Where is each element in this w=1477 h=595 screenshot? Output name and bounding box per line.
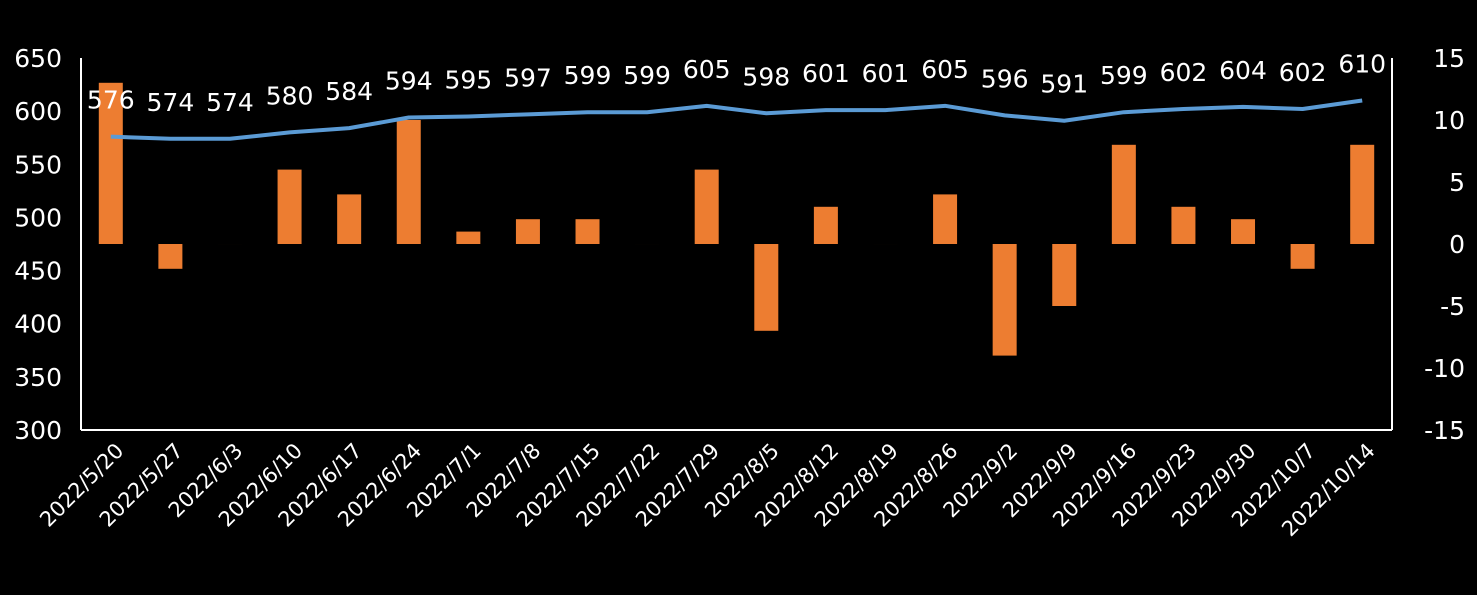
left-tick-label: 350: [14, 363, 62, 392]
data-label: 574: [147, 88, 195, 117]
data-label: 605: [683, 55, 731, 84]
data-label: 594: [385, 67, 433, 96]
data-label: 596: [981, 64, 1029, 93]
right-tick-label: 5: [1449, 168, 1465, 197]
data-label: 574: [206, 88, 254, 117]
data-label: 604: [1219, 56, 1267, 85]
bar: [1112, 145, 1136, 244]
bar: [337, 194, 361, 244]
data-label: 598: [742, 62, 790, 91]
bar: [1171, 207, 1195, 244]
right-tick-label: -5: [1440, 292, 1465, 321]
data-label: 576: [87, 86, 135, 115]
bar: [278, 170, 302, 244]
bar: [1052, 244, 1076, 306]
bar: [158, 244, 182, 269]
left-tick-label: 650: [14, 44, 62, 73]
bar: [754, 244, 778, 331]
right-tick-label: 15: [1433, 44, 1465, 73]
data-label: 610: [1338, 50, 1386, 79]
data-label: 584: [325, 77, 373, 106]
data-label: 601: [802, 59, 850, 88]
data-label: 599: [1100, 61, 1148, 90]
left-tick-label: 300: [14, 416, 62, 445]
data-label: 591: [1040, 70, 1088, 99]
left-tick-label: 450: [14, 257, 62, 286]
data-label: 599: [564, 61, 612, 90]
right-tick-label: -15: [1424, 416, 1465, 445]
left-tick-label: 550: [14, 150, 62, 179]
bar: [576, 219, 600, 244]
data-label: 601: [862, 59, 910, 88]
bar: [1350, 145, 1374, 244]
data-label: 605: [921, 55, 969, 84]
bar: [1291, 244, 1315, 269]
left-tick-label: 400: [14, 310, 62, 339]
data-label: 580: [266, 81, 314, 110]
data-label: 597: [504, 63, 552, 92]
left-tick-label: 500: [14, 203, 62, 232]
right-tick-label: 10: [1433, 106, 1465, 135]
data-label: 602: [1160, 58, 1208, 87]
bar: [814, 207, 838, 244]
bar: [993, 244, 1017, 356]
left-tick-label: 600: [14, 97, 62, 126]
bar: [695, 170, 719, 244]
bar: [456, 232, 480, 244]
bar: [397, 120, 421, 244]
data-label: 602: [1279, 58, 1327, 87]
bar: [933, 194, 957, 244]
data-label: 595: [444, 65, 492, 94]
bar: [516, 219, 540, 244]
right-tick-label: 0: [1449, 230, 1465, 259]
bar: [1231, 219, 1255, 244]
data-label: 599: [623, 61, 671, 90]
right-tick-label: -10: [1424, 354, 1465, 383]
